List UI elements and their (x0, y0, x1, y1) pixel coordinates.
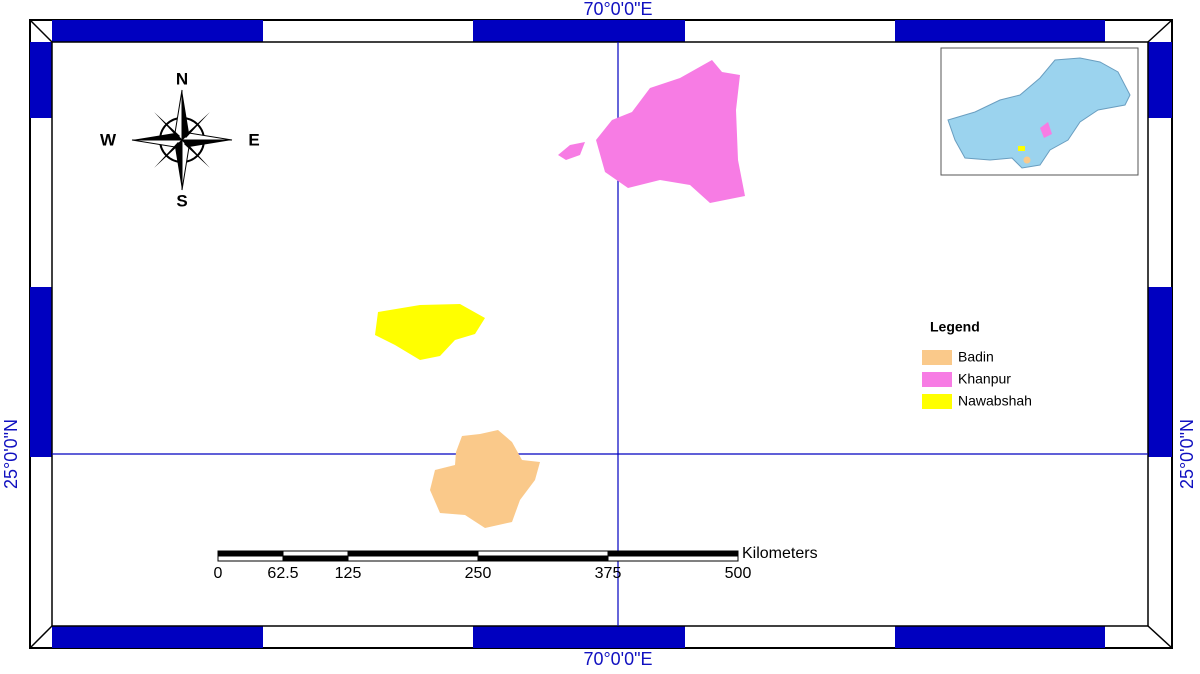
scale-segment (347, 555, 479, 562)
compass-label: E (248, 130, 259, 149)
scale-segment (477, 550, 609, 557)
region-khanpur (558, 60, 745, 203)
legend-swatch (922, 394, 952, 409)
scale-segment (607, 555, 739, 562)
compass-label: S (176, 191, 187, 210)
scale-label: 500 (725, 565, 752, 582)
region-badin (430, 430, 540, 528)
frame-lines (29, 19, 1173, 649)
scale-label: 62.5 (267, 565, 298, 582)
scale-unit: Kilometers (742, 545, 818, 562)
scale-label: 375 (595, 565, 622, 582)
legend-label: Nawabshah (958, 393, 1032, 409)
compass-label: W (100, 130, 117, 149)
legend-title: Legend (930, 319, 980, 335)
grid-label: 70°0'0"E (583, 0, 652, 19)
scale-segment (607, 550, 739, 557)
scale-segment (217, 555, 284, 562)
inset-map (940, 47, 1139, 176)
frame-border (30, 20, 1172, 648)
legend-swatch (922, 372, 952, 387)
scale-segment (347, 550, 479, 557)
legend-swatch (922, 350, 952, 365)
scale-segment (477, 555, 609, 562)
legend-label: Badin (958, 349, 994, 365)
compass: N S E W (100, 69, 260, 210)
grid-label: 25°0'0"N (1177, 419, 1197, 489)
scale-label: 0 (214, 565, 223, 582)
grid-label: 70°0'0"E (583, 649, 652, 669)
legend: Badin Khanpur Nawabshah (922, 349, 1032, 409)
legend-label: Khanpur (958, 371, 1011, 387)
scale-bar: 0 62.5 125 250 375 500 Kilometers (214, 545, 818, 582)
region-nawabshah (375, 304, 485, 360)
scale-segment (282, 550, 349, 557)
scale-label: 250 (465, 565, 492, 582)
scale-segment (282, 555, 349, 562)
compass-label: N (176, 69, 188, 88)
grid-label: 25°0'0"N (1, 419, 21, 489)
scale-label: 125 (335, 565, 362, 582)
scale-segment (217, 550, 284, 557)
